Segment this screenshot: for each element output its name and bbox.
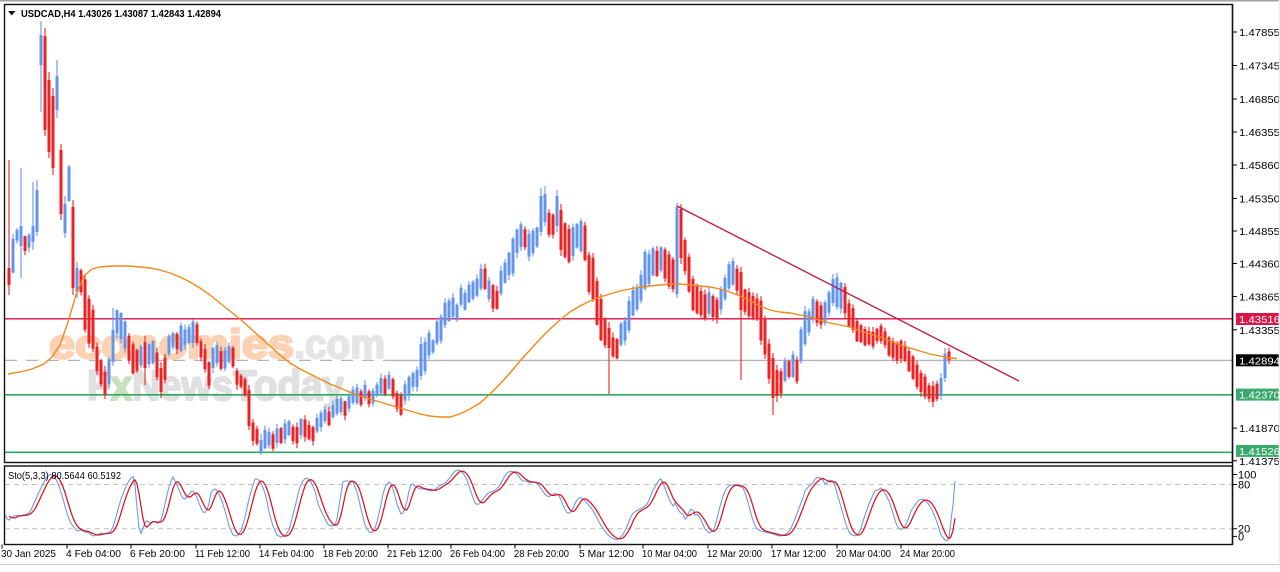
- svg-text:30 Jan 2025: 30 Jan 2025: [1, 548, 56, 560]
- svg-text:20 Mar 04:00: 20 Mar 04:00: [836, 548, 891, 560]
- svg-text:5 Mar 12:00: 5 Mar 12:00: [579, 548, 634, 560]
- svg-text:1.43865: 1.43865: [1239, 292, 1280, 304]
- svg-text:1.44855: 1.44855: [1239, 226, 1280, 238]
- svg-text:0: 0: [1238, 531, 1244, 543]
- svg-text:24 Mar 20:00: 24 Mar 20:00: [900, 548, 955, 560]
- svg-text:100: 100: [1238, 470, 1256, 482]
- svg-text:17 Mar 12:00: 17 Mar 12:00: [771, 548, 826, 560]
- svg-text:1.44360: 1.44360: [1239, 259, 1280, 271]
- svg-text:14 Feb 04:00: 14 Feb 04:00: [259, 548, 314, 560]
- svg-text:1.47345: 1.47345: [1239, 61, 1280, 73]
- svg-text:1.47855: 1.47855: [1239, 27, 1280, 39]
- svg-text:28 Feb 20:00: 28 Feb 20:00: [514, 548, 569, 560]
- svg-text:6 Feb 20:00: 6 Feb 20:00: [130, 548, 185, 560]
- svg-text:80: 80: [1238, 480, 1250, 492]
- svg-text:11 Feb 12:00: 11 Feb 12:00: [195, 548, 250, 560]
- svg-text:18 Feb 20:00: 18 Feb 20:00: [323, 548, 378, 560]
- svg-text:1.41375: 1.41375: [1239, 456, 1280, 468]
- svg-text:4 Feb 04:00: 4 Feb 04:00: [66, 548, 121, 560]
- svg-text:FxNewsToday: FxNewsToday: [87, 362, 344, 410]
- svg-text:1.42894: 1.42894: [1239, 355, 1280, 367]
- svg-text:1.41870: 1.41870: [1239, 423, 1280, 435]
- svg-text:20: 20: [1238, 524, 1250, 536]
- svg-text:1.46355: 1.46355: [1239, 127, 1280, 139]
- svg-text:USDCAD,H4 1.43026 1.43087 1.4: USDCAD,H4 1.43026 1.43087 1.42843 1.4289…: [21, 8, 221, 20]
- svg-text:26 Feb 04:00: 26 Feb 04:00: [450, 548, 505, 560]
- svg-text:1.45350: 1.45350: [1239, 194, 1280, 206]
- svg-text:1.41526: 1.41526: [1239, 446, 1280, 458]
- svg-text:1.42370: 1.42370: [1239, 390, 1280, 402]
- svg-text:1.45860: 1.45860: [1239, 160, 1280, 172]
- svg-text:1.46850: 1.46850: [1239, 94, 1280, 106]
- svg-text:21 Feb 12:00: 21 Feb 12:00: [387, 548, 442, 560]
- svg-text:12 Mar 20:00: 12 Mar 20:00: [707, 548, 762, 560]
- svg-text:1.43355: 1.43355: [1239, 325, 1280, 337]
- svg-text:1.43516: 1.43516: [1239, 314, 1280, 326]
- svg-text:10 Mar 04:00: 10 Mar 04:00: [642, 548, 697, 560]
- svg-text:Sto(5,3,3) 80.5644 60.5192: Sto(5,3,3) 80.5644 60.5192: [8, 470, 121, 482]
